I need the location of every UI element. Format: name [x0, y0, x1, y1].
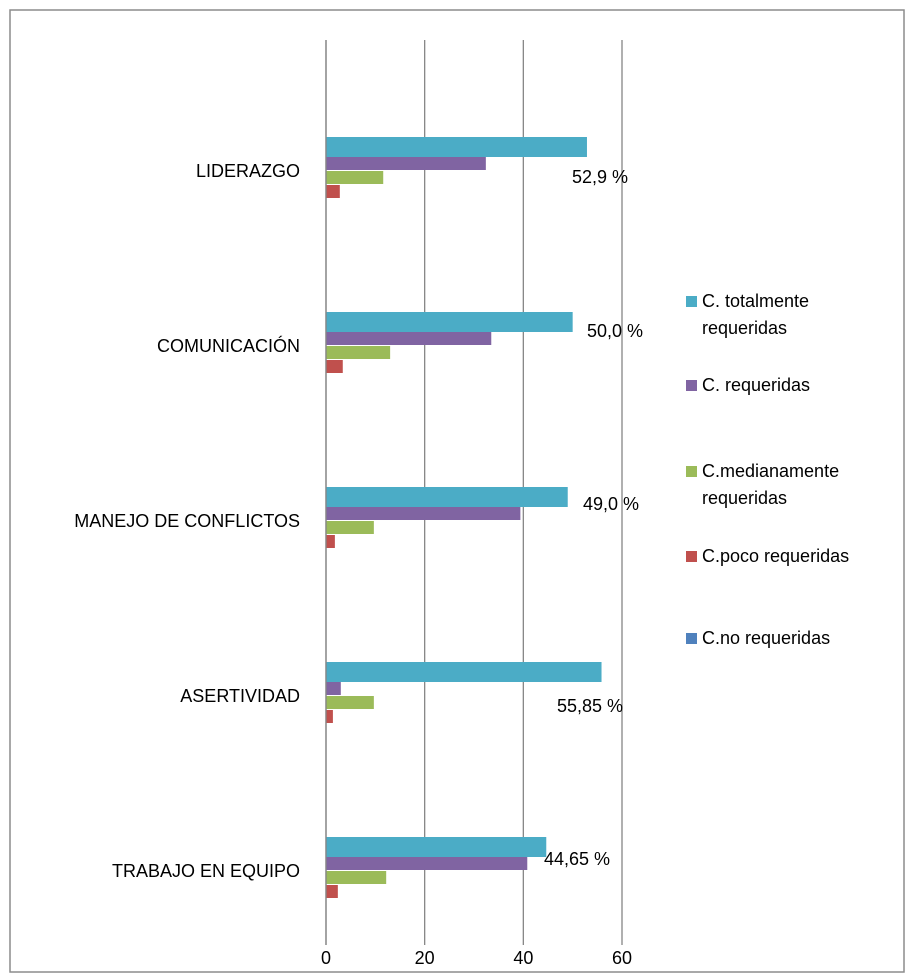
- bar: [326, 885, 338, 898]
- bar: [326, 360, 343, 373]
- bar: [326, 871, 387, 884]
- bar: [326, 662, 602, 682]
- bar: [326, 521, 374, 534]
- legend-label: C. totalmente requeridas: [702, 291, 810, 338]
- legend-label: C.no requeridas: [702, 628, 831, 648]
- bar: [326, 837, 547, 857]
- legend-swatch: [686, 466, 697, 477]
- y-tick-label: TRABAJO EN EQUIPO: [112, 861, 300, 881]
- x-tick-label: 60: [612, 948, 632, 968]
- bar: [326, 507, 521, 520]
- data-label: 50,0 %: [587, 321, 643, 341]
- bar: [326, 332, 492, 345]
- bar: [326, 682, 341, 695]
- bar: [326, 137, 587, 157]
- legend-item: C.no requeridas: [686, 625, 871, 652]
- bar: [326, 157, 486, 170]
- bar: [326, 346, 391, 359]
- legend-swatch: [686, 551, 697, 562]
- x-tick-label: 20: [415, 948, 435, 968]
- bar: [326, 171, 384, 184]
- legend-item: C. requeridas: [686, 372, 871, 399]
- data-label: 49,0 %: [583, 494, 639, 514]
- bar: [326, 857, 528, 870]
- legend-item: C.medianamente requeridas: [686, 458, 871, 512]
- x-tick-label: 0: [321, 948, 331, 968]
- bar: [326, 696, 374, 709]
- y-tick-label: LIDERAZGO: [196, 161, 300, 181]
- legend-swatch: [686, 633, 697, 644]
- legend-swatch: [686, 380, 697, 391]
- x-tick-label: 40: [513, 948, 533, 968]
- bar: [326, 312, 573, 332]
- bar: [326, 185, 340, 198]
- data-label: 55,85 %: [557, 696, 623, 716]
- bar: [326, 535, 335, 548]
- y-tick-label: MANEJO DE CONFLICTOS: [74, 511, 300, 531]
- y-tick-label: COMUNICACIÓN: [157, 335, 300, 356]
- legend-label: C.medianamente requeridas: [702, 461, 840, 508]
- legend-item: C. totalmente requeridas: [686, 288, 871, 342]
- bar: [326, 487, 568, 507]
- bar: [326, 710, 333, 723]
- legend-item: C.poco requeridas: [686, 543, 871, 570]
- legend-label: C.poco requeridas: [702, 546, 850, 566]
- legend-swatch: [686, 296, 697, 307]
- y-tick-label: ASERTIVIDAD: [180, 686, 300, 706]
- legend-label: C. requeridas: [702, 375, 811, 395]
- data-label: 44,65 %: [544, 849, 610, 869]
- data-label: 52,9 %: [572, 167, 628, 187]
